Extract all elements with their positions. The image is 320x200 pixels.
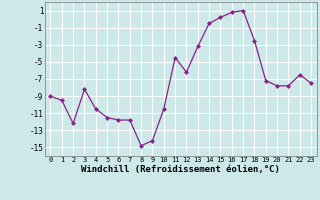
X-axis label: Windchill (Refroidissement éolien,°C): Windchill (Refroidissement éolien,°C)	[81, 165, 280, 174]
